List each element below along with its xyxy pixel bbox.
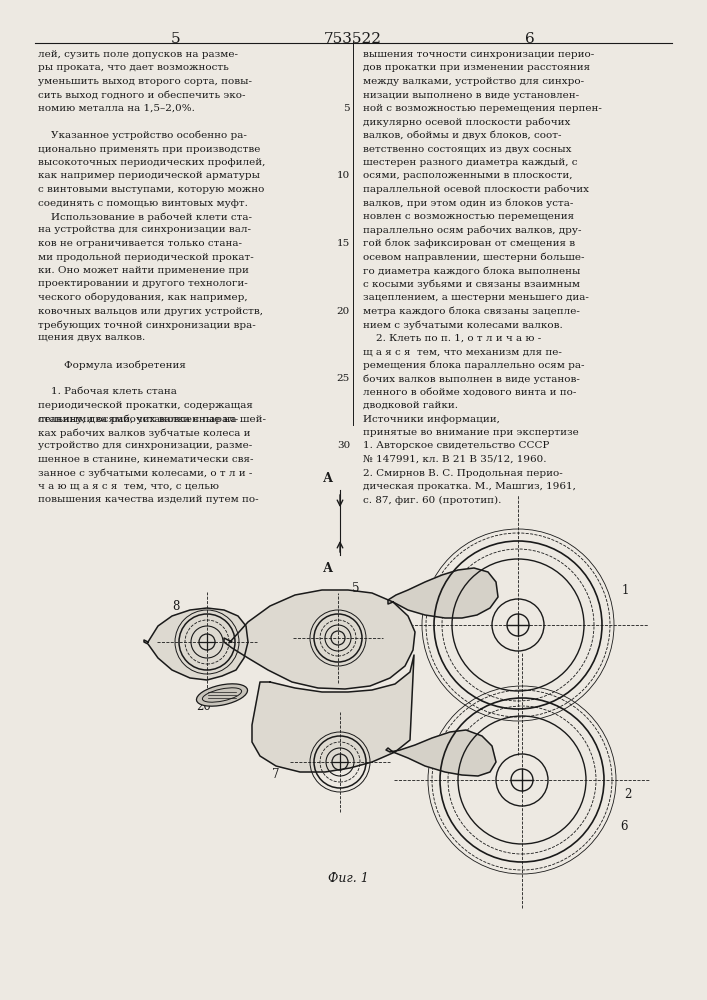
Text: низации выполнено в виде установлен-: низации выполнено в виде установлен-	[363, 91, 579, 100]
Text: го диаметра каждого блока выполнены: го диаметра каждого блока выполнены	[363, 266, 580, 275]
Text: ной с возможностью перемещения перпен-: ной с возможностью перемещения перпен-	[363, 104, 602, 113]
Text: высокоточных периодических профилей,: высокоточных периодических профилей,	[38, 158, 265, 167]
Text: щения двух валков.: щения двух валков.	[38, 334, 145, 342]
Text: ремещения блока параллельно осям ра-: ремещения блока параллельно осям ра-	[363, 360, 585, 370]
Text: 5: 5	[171, 32, 181, 46]
Text: ветственно состоящих из двух сосных: ветственно состоящих из двух сосных	[363, 144, 571, 153]
Text: номию металла на 1,5–2,0%.: номию металла на 1,5–2,0%.	[38, 104, 195, 113]
Text: Фиг. 1: Фиг. 1	[327, 872, 368, 885]
Text: новлен с возможностью перемещения: новлен с возможностью перемещения	[363, 212, 574, 221]
Text: ч а ю щ а я с я  тем, что, с целью: ч а ю щ а я с я тем, что, с целью	[38, 482, 219, 491]
Text: 5: 5	[352, 582, 359, 595]
Text: № 147991, кл. В 21 В 35/12, 1960.: № 147991, кл. В 21 В 35/12, 1960.	[363, 455, 547, 464]
Text: дическая прокатка. М., Машгиз, 1961,: дическая прокатка. М., Машгиз, 1961,	[363, 482, 576, 491]
Text: повышения качества изделий путем по-: повышения качества изделий путем по-	[38, 495, 259, 504]
Text: дикулярно осевой плоскости рабочих: дикулярно осевой плоскости рабочих	[363, 117, 571, 127]
Text: щ а я с я  тем, что механизм для пе-: щ а я с я тем, что механизм для пе-	[363, 347, 562, 356]
Text: ковочных вальцов или других устройств,: ковочных вальцов или других устройств,	[38, 306, 263, 316]
Text: 8: 8	[172, 600, 180, 613]
Text: 20: 20	[196, 700, 211, 713]
Text: ческого оборудования, как например,: ческого оборудования, как например,	[38, 293, 247, 302]
Text: 20: 20	[337, 306, 350, 316]
Text: лей, сузить поле допусков на разме-: лей, сузить поле допусков на разме-	[38, 50, 238, 59]
Text: соединять с помощью винтовых муфт.: соединять с помощью винтовых муфт.	[38, 198, 248, 208]
Text: ках рабочих валков зубчатые колеса и: ках рабочих валков зубчатые колеса и	[38, 428, 250, 438]
Text: зацеплением, а шестерни меньшего диа-: зацеплением, а шестерни меньшего диа-	[363, 293, 589, 302]
Text: ры проката, что дает возможность: ры проката, что дает возможность	[38, 64, 229, 73]
Text: лельными осями, установленные на шей-: лельными осями, установленные на шей-	[38, 414, 266, 424]
Text: как например периодической арматуры: как например периодической арматуры	[38, 172, 260, 180]
Text: гой блок зафиксирован от смещения в: гой блок зафиксирован от смещения в	[363, 239, 575, 248]
Polygon shape	[386, 730, 496, 776]
Text: дов прокатки при изменении расстояния: дов прокатки при изменении расстояния	[363, 64, 590, 73]
Text: 753522: 753522	[324, 32, 382, 46]
Text: сить выход годного и обеспечить эко-: сить выход годного и обеспечить эко-	[38, 91, 245, 100]
Text: 25: 25	[337, 374, 350, 383]
Text: с косыми зубьями и связаны взаимным: с косыми зубьями и связаны взаимным	[363, 279, 580, 289]
Text: дводковой гайки.: дводковой гайки.	[363, 401, 458, 410]
Text: вышения точности синхронизации перио-: вышения точности синхронизации перио-	[363, 50, 595, 59]
Text: 5: 5	[344, 104, 350, 113]
Text: с винтовыми выступами, которую можно: с винтовыми выступами, которую можно	[38, 185, 264, 194]
Ellipse shape	[197, 684, 247, 706]
Text: 2. Клеть по п. 1, о т л и ч а ю -: 2. Клеть по п. 1, о т л и ч а ю -	[363, 334, 542, 342]
Text: между валками, устройство для синхро-: между валками, устройство для синхро-	[363, 77, 584, 86]
Text: валков, при этом один из блоков уста-: валков, при этом один из блоков уста-	[363, 198, 573, 208]
Text: проектировании и другого технологи-: проектировании и другого технологи-	[38, 279, 247, 288]
Text: с. 87, фиг. 60 (прототип).: с. 87, фиг. 60 (прототип).	[363, 495, 501, 505]
Text: станину, два рабочих валка с парал-: станину, два рабочих валка с парал-	[38, 414, 238, 424]
Text: ленного в обойме ходового винта и по-: ленного в обойме ходового винта и по-	[363, 387, 576, 396]
Text: осями, расположенными в плоскости,: осями, расположенными в плоскости,	[363, 172, 573, 180]
Text: уменьшить выход второго сорта, повы-: уменьшить выход второго сорта, повы-	[38, 77, 252, 86]
Text: требующих точной синхронизации вра-: требующих точной синхронизации вра-	[38, 320, 256, 330]
Polygon shape	[252, 655, 414, 772]
Text: метра каждого блока связаны зацепле-: метра каждого блока связаны зацепле-	[363, 306, 580, 316]
Text: 7: 7	[272, 768, 279, 781]
Text: 6: 6	[620, 820, 628, 833]
Text: ков не ограничивается только стана-: ков не ограничивается только стана-	[38, 239, 242, 248]
Text: шенное в станине, кинематически свя-: шенное в станине, кинематически свя-	[38, 455, 254, 464]
Text: 30: 30	[337, 442, 350, 450]
Text: нием с зубчатыми колесами валков.: нием с зубчатыми колесами валков.	[363, 320, 563, 330]
Text: Указанное устройство особенно ра-: Указанное устройство особенно ра-	[38, 131, 247, 140]
Text: ционально применять при производстве: ционально применять при производстве	[38, 144, 260, 153]
Text: 10: 10	[337, 172, 350, 180]
Text: шестерен разного диаметра каждый, с: шестерен разного диаметра каждый, с	[363, 158, 578, 167]
Text: 2. Смирнов В. С. Продольная перио-: 2. Смирнов В. С. Продольная перио-	[363, 468, 563, 478]
Text: 2: 2	[624, 788, 631, 801]
Text: 1: 1	[622, 584, 629, 597]
Text: 6: 6	[525, 32, 535, 46]
Text: 15: 15	[337, 239, 350, 248]
Text: А: А	[323, 562, 333, 575]
Text: периодической прокатки, содержащая: периодической прокатки, содержащая	[38, 401, 253, 410]
Text: на устройства для синхронизации вал-: на устройства для синхронизации вал-	[38, 226, 251, 234]
Text: устройство для синхронизации, разме-: устройство для синхронизации, разме-	[38, 442, 252, 450]
Text: занное с зубчатыми колесами, о т л и -: занное с зубчатыми колесами, о т л и -	[38, 468, 252, 478]
Polygon shape	[224, 590, 415, 689]
Polygon shape	[144, 608, 248, 680]
Text: параллельно осям рабочих валков, дру-: параллельно осям рабочих валков, дру-	[363, 226, 581, 235]
Text: Источники информации,: Источники информации,	[363, 414, 500, 424]
Polygon shape	[388, 568, 498, 618]
Text: осевом направлении, шестерни больше-: осевом направлении, шестерни больше-	[363, 252, 585, 262]
Text: Формула изобретения: Формула изобретения	[38, 360, 186, 370]
Text: бочих валков выполнен в виде установ-: бочих валков выполнен в виде установ-	[363, 374, 580, 383]
Text: 1. Авторское свидетельство СССР: 1. Авторское свидетельство СССР	[363, 442, 549, 450]
Text: А: А	[323, 472, 333, 485]
Text: ки. Оно может найти применение при: ки. Оно может найти применение при	[38, 266, 249, 275]
Text: принятые во внимание при экспертизе: принятые во внимание при экспертизе	[363, 428, 579, 437]
Text: параллельной осевой плоскости рабочих: параллельной осевой плоскости рабочих	[363, 185, 589, 194]
Text: ми продольной периодической прокат-: ми продольной периодической прокат-	[38, 252, 254, 261]
Text: Использование в рабочей клети ста-: Использование в рабочей клети ста-	[38, 212, 252, 222]
Text: валков, обоймы и двух блоков, соот-: валков, обоймы и двух блоков, соот-	[363, 131, 561, 140]
Text: 1. Рабочая клеть стана: 1. Рабочая клеть стана	[38, 387, 177, 396]
